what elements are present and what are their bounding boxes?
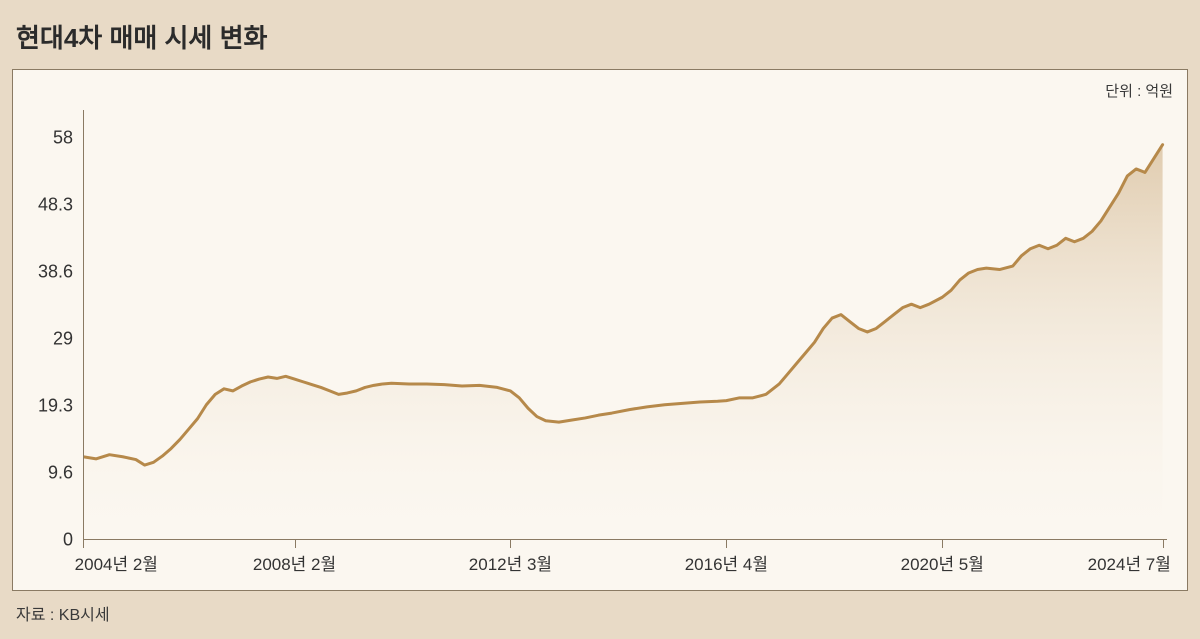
xtick-mark bbox=[726, 540, 727, 548]
xtick-label: 2024년 7월 bbox=[1088, 550, 1171, 575]
xtick-label: 2008년 2월 bbox=[253, 550, 336, 575]
xtick-label: 2012년 3월 bbox=[469, 550, 552, 575]
xtick-mark bbox=[510, 540, 511, 548]
source-label: 자료 : KB시세 bbox=[12, 591, 1188, 627]
ytick-label: 0 bbox=[63, 530, 73, 551]
plot-area: 09.619.32938.648.3582004년 2월2008년 2월2012… bbox=[83, 110, 1167, 540]
xtick-mark bbox=[295, 540, 296, 548]
xtick-label: 2004년 2월 bbox=[75, 550, 158, 575]
ytick-label: 19.3 bbox=[38, 396, 73, 417]
line-chart-svg bbox=[83, 110, 1167, 540]
xtick-mark bbox=[942, 540, 943, 548]
unit-label: 단위 : 억원 bbox=[1105, 80, 1173, 101]
ytick-label: 58 bbox=[53, 127, 73, 148]
ytick-label: 29 bbox=[53, 328, 73, 349]
xtick-label: 2016년 4월 bbox=[685, 550, 768, 575]
chart-box: 단위 : 억원 09.619.32938.648.3582004년 2월2008… bbox=[12, 69, 1188, 591]
ytick-label: 9.6 bbox=[48, 463, 73, 484]
xtick-label: 2020년 5월 bbox=[901, 550, 984, 575]
ytick-label: 48.3 bbox=[38, 195, 73, 216]
ytick-label: 38.6 bbox=[38, 262, 73, 283]
chart-title: 현대4차 매매 시세 변화 bbox=[12, 12, 1188, 69]
xtick-mark bbox=[83, 540, 84, 548]
chart-panel: 현대4차 매매 시세 변화 단위 : 억원 09.619.32938.648.3… bbox=[12, 12, 1188, 627]
xtick-mark bbox=[1163, 540, 1164, 548]
